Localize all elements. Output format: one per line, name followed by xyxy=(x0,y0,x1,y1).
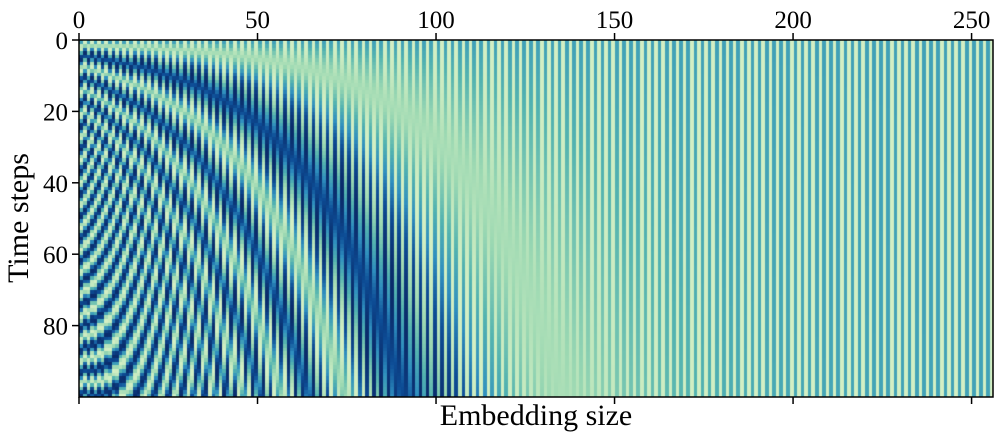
x-tick-label: 50 xyxy=(245,7,270,34)
x-tick-label: 0 xyxy=(73,7,86,34)
x-tick-label: 150 xyxy=(596,7,634,34)
y-tick-label: 80 xyxy=(43,314,68,341)
x-axis-ticks: 0 50 100 150 200 250 xyxy=(73,7,991,404)
heatmap-cells xyxy=(79,40,993,397)
y-axis-title: Time steps xyxy=(2,153,35,283)
plot-area xyxy=(78,39,994,398)
y-tick-label: 20 xyxy=(43,99,68,126)
y-tick-label: 0 xyxy=(56,28,69,55)
x-tick-label: 200 xyxy=(774,7,812,34)
x-tick-label: 250 xyxy=(953,7,991,34)
x-axis-title: Embedding size xyxy=(440,399,632,432)
y-tick-label: 60 xyxy=(43,242,68,269)
x-tick-label: 100 xyxy=(417,7,455,34)
y-tick-label: 40 xyxy=(43,171,68,198)
y-axis-ticks: 0 20 40 60 80 xyxy=(43,28,79,341)
plot-frame xyxy=(78,39,994,398)
